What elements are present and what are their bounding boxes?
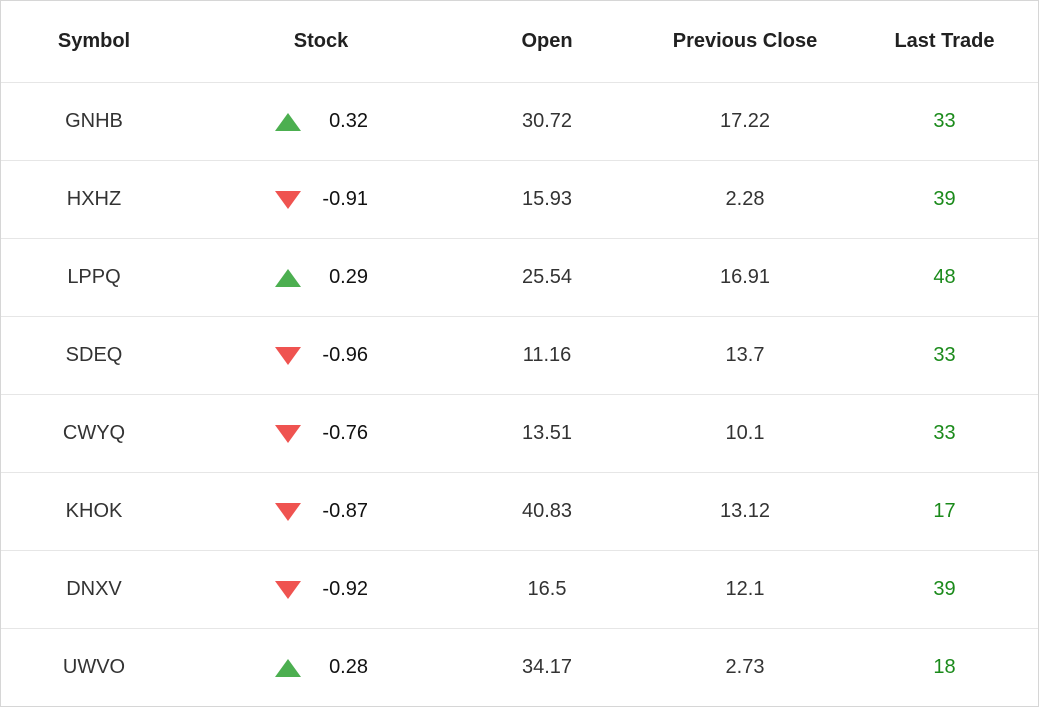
stock-change-value: -0.91 [322, 188, 368, 210]
cell-stock: -0.96 [187, 316, 455, 395]
cell-last-trade: 17 [851, 472, 1038, 551]
table-row[interactable]: UWVO 0.28 34.17 2.73 18 [1, 629, 1038, 707]
cell-open: 16.5 [455, 550, 639, 629]
stock-change: -0.96 [187, 344, 455, 367]
stock-change: -0.76 [187, 422, 455, 445]
cell-last-trade: 39 [851, 550, 1038, 629]
triangle-down-icon [274, 580, 302, 600]
table-row[interactable]: DNXV -0.92 16.5 12.1 39 [1, 550, 1038, 629]
table-row[interactable]: SDEQ -0.96 11.16 13.7 33 [1, 316, 1038, 395]
cell-open: 34.17 [521, 656, 573, 678]
cell-symbol: SDEQ [1, 316, 187, 395]
header-row: Symbol Stock Open Previous Close Last Tr… [1, 1, 1038, 83]
cell-previous-close: 2.28 [639, 160, 851, 239]
stock-change: 0.29 [187, 266, 455, 289]
cell-previous-close: 16.91 [639, 238, 851, 317]
cell-symbol: CWYQ [1, 394, 187, 473]
stock-change: -0.91 [187, 188, 455, 211]
cell-last-trade: 33 [851, 82, 1038, 161]
column-header-open[interactable]: Open [455, 1, 639, 83]
column-header-previous-close[interactable]: Previous Close [639, 1, 851, 83]
stock-change-value: 0.29 [329, 266, 368, 288]
stock-change: 0.32 [187, 110, 455, 133]
cell-stock: -0.92 [187, 550, 455, 629]
cell-open: 30.72 [455, 82, 639, 161]
cell-open: 15.93 [455, 160, 639, 239]
cell-last-trade: 33 [851, 316, 1038, 395]
cell-stock: -0.87 [187, 472, 455, 551]
cell-stock: 0.28 [187, 629, 455, 707]
column-header-stock[interactable]: Stock [187, 1, 455, 83]
stock-change-value: -0.87 [322, 500, 368, 522]
column-header-last-trade[interactable]: Last Trade [851, 1, 1038, 83]
cell-last-trade: 18 [933, 656, 956, 678]
stock-change: -0.92 [187, 578, 455, 601]
table-header: Symbol Stock Open Previous Close Last Tr… [1, 1, 1038, 83]
cell-symbol: GNHB [1, 82, 187, 161]
table-body: GNHB 0.32 30.72 17.22 33 HXHZ -0.91 15.93 2.28 39… [1, 82, 1038, 707]
table-row[interactable]: GNHB 0.32 30.72 17.22 33 [1, 82, 1038, 161]
cell-symbol: KHOK [1, 472, 187, 551]
cell-previous-close: 2.73 [725, 656, 765, 678]
cell-open: 25.54 [455, 238, 639, 317]
triangle-down-icon [274, 424, 302, 444]
cell-last-trade: 48 [851, 238, 1038, 317]
cell-stock: 0.32 [187, 82, 455, 161]
table-row[interactable]: KHOK -0.87 40.83 13.12 17 [1, 472, 1038, 551]
cell-symbol: DNXV [1, 550, 187, 629]
cell-last-trade: 33 [851, 394, 1038, 473]
cell-stock: -0.76 [187, 394, 455, 473]
triangle-down-icon [274, 502, 302, 522]
stock-change-value: 0.32 [329, 110, 368, 132]
stock-change-value: -0.76 [322, 422, 368, 444]
cell-stock: 0.29 [187, 238, 455, 317]
cell-symbol: HXHZ [1, 160, 187, 239]
cell-symbol: LPPQ [1, 238, 187, 317]
cell-previous-close: 17.22 [639, 82, 851, 161]
triangle-up-icon [274, 658, 302, 678]
table-row[interactable]: LPPQ 0.29 25.54 16.91 48 [1, 238, 1038, 317]
triangle-up-icon [274, 112, 302, 132]
cell-previous-close: 10.1 [639, 394, 851, 473]
triangle-down-icon [274, 190, 302, 210]
stock-change-value: 0.28 [329, 656, 368, 678]
triangle-down-icon [274, 346, 302, 366]
stock-change: 0.28 [187, 656, 455, 679]
cell-previous-close: 12.1 [639, 550, 851, 629]
table-row[interactable]: CWYQ -0.76 13.51 10.1 33 [1, 394, 1038, 473]
stock-change-value: -0.96 [322, 344, 368, 366]
stock-change: -0.87 [187, 500, 455, 523]
cell-previous-close: 13.12 [639, 472, 851, 551]
cell-open: 40.83 [455, 472, 639, 551]
column-header-symbol[interactable]: Symbol [1, 1, 187, 83]
cell-last-trade: 39 [851, 160, 1038, 239]
cell-open: 11.16 [455, 316, 639, 395]
cell-open: 13.51 [455, 394, 639, 473]
stock-change-value: -0.92 [322, 578, 368, 600]
cell-symbol: UWVO [62, 656, 126, 678]
triangle-up-icon [274, 268, 302, 288]
cell-previous-close: 13.7 [639, 316, 851, 395]
cell-stock: -0.91 [187, 160, 455, 239]
table-row[interactable]: HXHZ -0.91 15.93 2.28 39 [1, 160, 1038, 239]
